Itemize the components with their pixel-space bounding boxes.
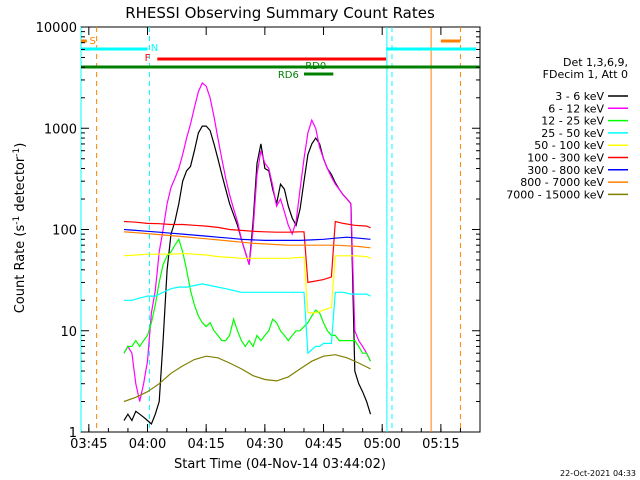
y-tick-label: 1000: [44, 122, 77, 137]
y-axis-label-main: Count Rate (s: [13, 225, 28, 314]
footer-date: 22-Oct-2021 04:33: [560, 469, 636, 478]
flag-label: S: [90, 36, 96, 47]
y-tick-label: 1: [69, 426, 77, 441]
x-ticks: 03:45 04:00 04:15 04:30 04:45 05:00 05:15: [70, 27, 461, 452]
x-tick-label: 04:15: [187, 437, 224, 452]
series-line: [123, 220, 371, 284]
legend-entry-label: 3 - 6 keV: [555, 90, 604, 103]
series-line: [123, 231, 371, 249]
legend-entry-label: 7000 - 15000 keV: [506, 188, 604, 201]
flag-label: F: [145, 53, 151, 64]
y-axis-label-end: ): [13, 143, 28, 148]
flag-bars: S NF RD0 RD6: [81, 36, 480, 81]
plot-frame: [80, 26, 481, 433]
y-tick-label: 100: [52, 224, 77, 239]
flag-label: N: [151, 43, 158, 54]
series-line: [123, 252, 371, 314]
legend: Det 1,3,6,9, FDecim 1, Att 0 3 - 6 keV6 …: [506, 56, 628, 201]
legend-entry-label: 12 - 25 keV: [541, 115, 604, 128]
y-axis-label-sup2: -1: [12, 148, 22, 157]
x-tick-label: 04:00: [129, 437, 166, 452]
vertical-lines: [80, 27, 461, 432]
series-line: [124, 283, 371, 355]
legend-entry-label: 6 - 12 keV: [548, 102, 604, 115]
y-tick-label: 10000: [36, 21, 77, 36]
series-line: [123, 354, 371, 403]
y-axis-label-sup1: -1: [12, 216, 22, 225]
series-lines: [123, 82, 372, 426]
x-tick-label: 04:45: [305, 437, 342, 452]
y-tick-label: 10: [60, 325, 77, 340]
x-tick-label: 05:15: [422, 437, 459, 452]
y-ticks: 1 10 100 1000 10000: [36, 21, 480, 441]
x-tick-label: 05:00: [363, 437, 400, 452]
y-axis-label-mid: detector: [13, 156, 28, 216]
legend-header-line2: FDecim 1, Att 0: [543, 68, 628, 81]
legend-entry-label: 50 - 100 keV: [534, 139, 604, 152]
chart-title: RHESSI Observing Summary Count Rates: [125, 4, 435, 22]
legend-entry-label: 25 - 50 keV: [541, 127, 604, 140]
legend-entry-label: 300 - 800 keV: [527, 164, 604, 177]
series-line: [123, 228, 371, 241]
legend-entry-label: 800 - 7000 keV: [520, 176, 604, 189]
y-axis-label: Count Rate (s-1 detector-1): [12, 143, 28, 314]
x-tick-label: 04:30: [246, 437, 283, 452]
legend-header-line1: Det 1,3,6,9,: [563, 56, 628, 69]
x-axis-label: Start Time (04-Nov-14 03:44:02): [174, 457, 386, 472]
series-line: [123, 237, 372, 362]
legend-entry-label: 100 - 300 keV: [527, 152, 604, 165]
flag-label: RD0: [305, 61, 326, 72]
flag-label: RD6: [278, 70, 299, 81]
x-tick-label: 03:45: [70, 437, 107, 452]
